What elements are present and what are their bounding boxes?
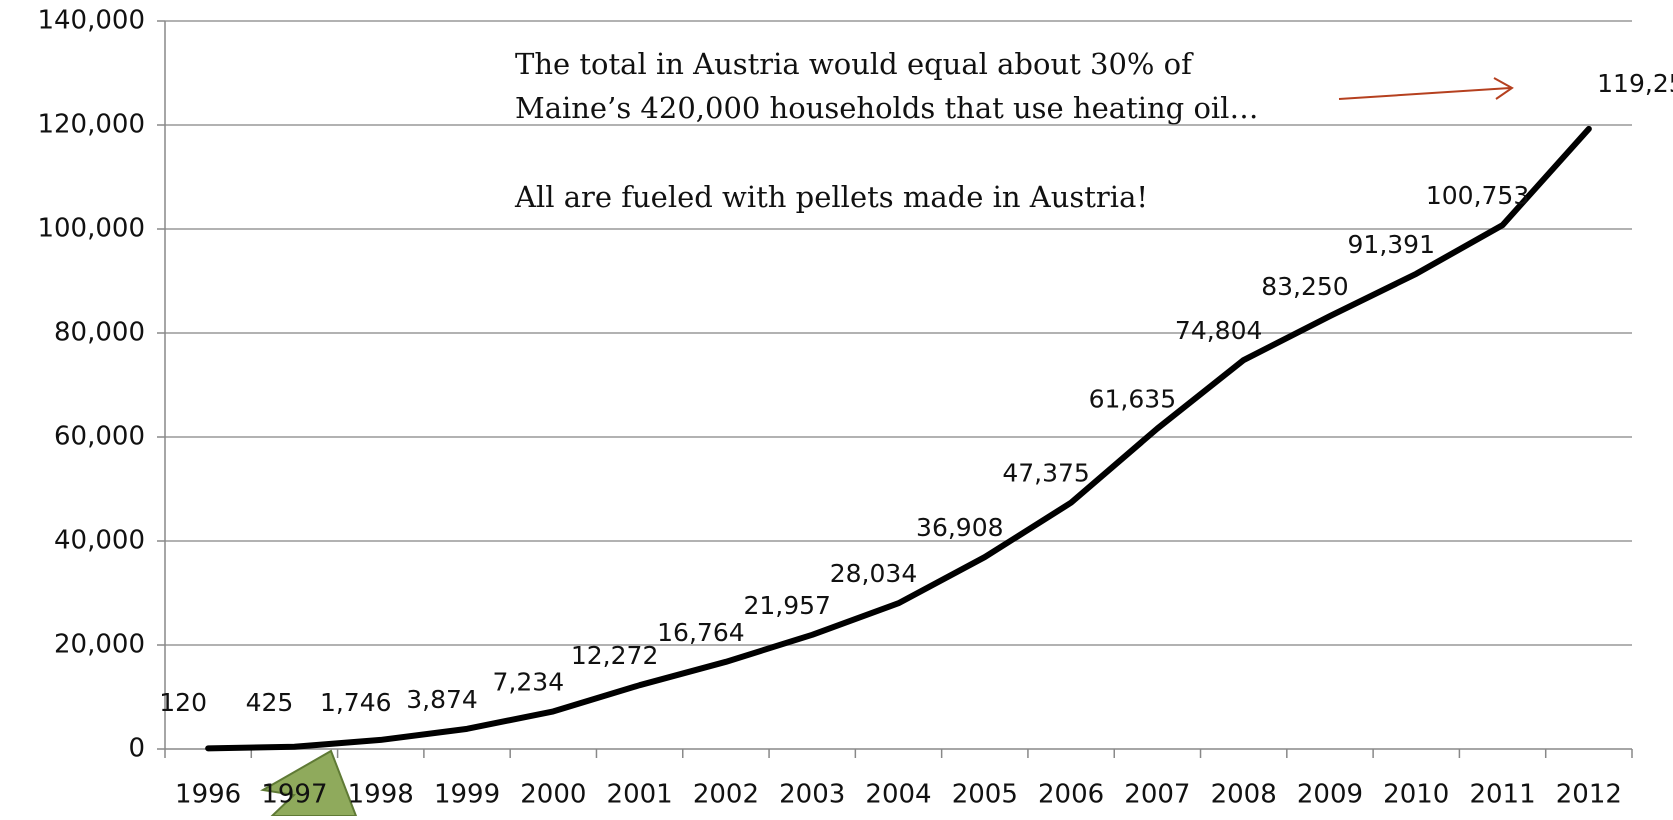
data-label: 120 (159, 688, 207, 717)
data-label: 12,272 (571, 641, 658, 670)
line (205, 125, 1592, 752)
x-tick-label: 2009 (1297, 780, 1363, 810)
annotation: Maine’s 420,000 households that use heat… (515, 91, 1258, 125)
y-tick-label: 20,000 (54, 630, 145, 660)
data-label: 28,034 (830, 559, 917, 588)
x-tick-label: 1996 (175, 780, 241, 810)
x-tick-label: 2012 (1556, 780, 1622, 810)
annotation: The total in Austria would equal about 3… (515, 47, 1194, 81)
data-label: 36,908 (916, 513, 1003, 542)
data-label: 74,804 (1175, 316, 1262, 345)
x-tick-label: 2001 (607, 780, 673, 810)
annotation-arrow (1338, 87, 1511, 100)
x-tick-label: 1998 (348, 780, 414, 810)
y-tick-label: 40,000 (54, 526, 145, 556)
x-tick-label: 2004 (865, 780, 931, 810)
x-tick-label: 1997 (261, 780, 327, 810)
data-label: 21,957 (743, 591, 830, 620)
x-tick-label: 2003 (779, 780, 845, 810)
x-tick-label: 2010 (1383, 780, 1449, 810)
data-label: 1,746 (320, 688, 392, 717)
y-tick-label: 60,000 (54, 422, 145, 452)
data-label: 3,874 (406, 685, 478, 714)
y-tick-label: 140,000 (37, 6, 145, 36)
y-tick-label: 0 (128, 734, 145, 764)
data-label: 100,753 (1426, 181, 1529, 210)
annotation: All are fueled with pellets made in Aust… (514, 180, 1148, 214)
annotation-arrow-head (1493, 77, 1514, 100)
data-label: 83,250 (1261, 272, 1348, 301)
x-tick-label: 2005 (952, 780, 1018, 810)
data-label: 7,234 (493, 667, 565, 696)
y-tick-label: 80,000 (54, 318, 145, 348)
x-tick-label: 2006 (1038, 780, 1104, 810)
x-tick-label: 2000 (520, 780, 586, 810)
data-label: 119,253 (1597, 69, 1673, 98)
data-label: 61,635 (1089, 384, 1176, 413)
data-label: 425 (246, 688, 294, 717)
data-label: 91,391 (1348, 230, 1435, 259)
y-tick-label: 100,000 (37, 214, 145, 244)
y-tick-label: 120,000 (37, 110, 145, 140)
data-label: 47,375 (1002, 459, 1089, 488)
x-tick-label: 2007 (1124, 780, 1190, 810)
x-tick-label: 1999 (434, 780, 500, 810)
x-tick-label: 2002 (693, 780, 759, 810)
x-tick-label: 2008 (1211, 780, 1277, 810)
data-label: 16,764 (657, 618, 744, 647)
x-tick-label: 2011 (1469, 780, 1535, 810)
